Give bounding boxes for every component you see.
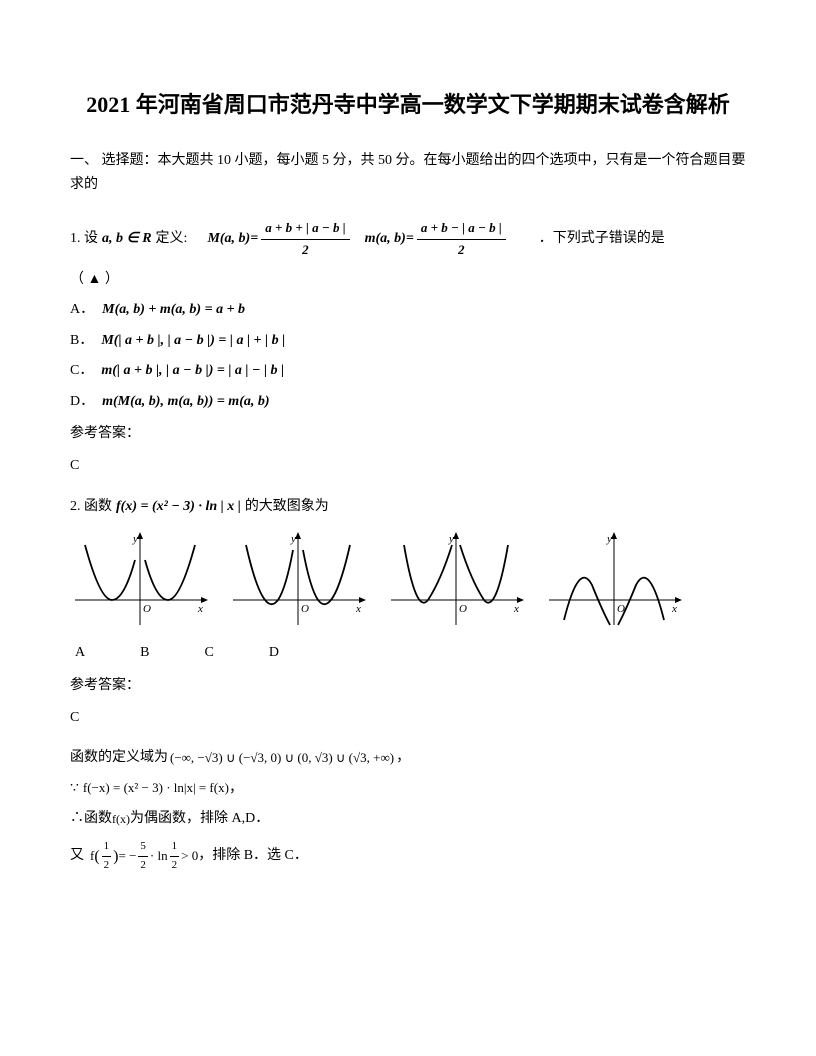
q1-prefix: 1. 设 — [70, 228, 98, 250]
frac-num: a + b − | a − b | — [417, 218, 506, 240]
q2-explain-4: 又 f ( 1 2 ) = − 5 2 · ln 1 2 > 0 ，排除 B．选… — [70, 838, 746, 874]
q1-m-label: m(a, b) — [365, 228, 406, 250]
svg-text:O: O — [143, 603, 151, 615]
frac-half: 1 2 — [102, 838, 112, 874]
option-formula: m(| a + b |, | a − b |) = | a | − | b | — [101, 360, 284, 382]
page-title: 2021 年河南省周口市范丹寺中学高一数学文下学期期末试卷含解析 — [70, 90, 746, 121]
q1-define: 定义: — [156, 228, 188, 250]
option-label: D． — [70, 391, 94, 413]
explain-text: 为偶函数，排除 A,D． — [130, 808, 269, 830]
frac-five-half: 5 2 — [138, 838, 148, 874]
option-formula: M(| a + b |, | a − b |) = | a | + | b | — [101, 330, 285, 352]
explain-text: ∵ — [70, 778, 79, 800]
label-d: D — [269, 642, 279, 664]
svg-text:O: O — [459, 603, 467, 615]
explain-dot: · ln — [150, 846, 168, 867]
q2-graph-labels: A B C D — [75, 642, 746, 664]
q1-M-frac: a + b + | a − b | 2 — [261, 218, 349, 261]
q2-prefix: 2. 函数 — [70, 496, 112, 518]
graph-d: y O x — [544, 530, 684, 630]
frac-den: 2 — [417, 240, 506, 261]
q2-graphs: y O x y O x y O x — [70, 530, 746, 630]
option-label: B． — [70, 330, 93, 352]
q2-explain-2: ∵ f(−x) = (x² − 3) · ln|x| = f(x) ， — [70, 778, 746, 800]
frac-num: a + b + | a − b | — [261, 218, 349, 240]
question-1: 1. 设 a, b ∈ R 定义: M(a, b) = a + b + | a … — [70, 218, 746, 477]
paren-open: ( — [94, 844, 99, 870]
option-label: C． — [70, 360, 93, 382]
frac-den: 2 — [261, 240, 349, 261]
section-header: 一、 选择题：本大题共 10 小题，每小题 5 分，共 50 分。在每小题给出的… — [70, 149, 746, 197]
eq: = — [250, 228, 258, 250]
q1-option-d: D． m(M(a, b), m(a, b)) = m(a, b) — [70, 391, 746, 413]
q1-option-c: C． m(| a + b |, | a − b |) = | a | − | b… — [70, 360, 746, 382]
graph-b: y O x — [228, 530, 368, 630]
frac-half-2: 1 2 — [170, 838, 180, 874]
q2-fx: f(x) = (x² − 3) · ln | x | — [116, 496, 241, 518]
svg-text:x: x — [513, 603, 519, 615]
explain-text: 函数的定义域为 — [70, 747, 168, 769]
frac-den: 2 — [170, 857, 180, 875]
option-formula: M(a, b) + m(a, b) = a + b — [102, 299, 245, 321]
explain-eq: = − — [119, 846, 137, 867]
frac-den: 2 — [102, 857, 112, 875]
label-c: C — [204, 642, 213, 664]
eq: = — [406, 228, 414, 250]
frac-num: 1 — [170, 838, 180, 857]
q1-answer-heading: 参考答案： — [70, 423, 746, 445]
q1-option-b: B． M(| a + b |, | a − b |) = | a | + | b… — [70, 330, 746, 352]
explain-text: ， — [229, 778, 243, 800]
explain-gt: > 0 — [181, 846, 198, 867]
q2-answer: C — [70, 707, 746, 729]
q1-stem: 1. 设 a, b ∈ R 定义: M(a, b) = a + b + | a … — [70, 218, 746, 261]
label-a: A — [75, 642, 85, 664]
svg-text:x: x — [671, 603, 677, 615]
explain-text: ，排除 B．选 C． — [198, 845, 308, 867]
frac-num: 1 — [102, 838, 112, 857]
q2-answer-heading: 参考答案： — [70, 675, 746, 697]
q1-paren: （ ▲ ） — [70, 269, 746, 291]
graph-a: y O x — [70, 530, 210, 630]
q2-explain-3: ∴函数 f(x) 为偶函数，排除 A,D． — [70, 808, 746, 830]
q2-suffix: 的大致图象为 — [245, 496, 329, 518]
explain-text: ∴函数 — [70, 808, 112, 830]
q2-explain-1: 函数的定义域为 (−∞, −√3) ∪ (−√3, 0) ∪ (0, √3) ∪… — [70, 747, 746, 769]
frac-den: 2 — [138, 857, 148, 875]
question-2: 2. 函数 f(x) = (x² − 3) · ln | x | 的大致图象为 … — [70, 496, 746, 875]
q2-stem: 2. 函数 f(x) = (x² − 3) · ln | x | 的大致图象为 — [70, 496, 746, 518]
frac-num: 5 — [138, 838, 148, 857]
q1-ab: a, b ∈ R — [102, 228, 152, 250]
q1-answer: C — [70, 455, 746, 477]
q1-M-label: M(a, b) — [207, 228, 250, 250]
svg-text:x: x — [197, 603, 203, 615]
svg-text:x: x — [355, 603, 361, 615]
option-label: A． — [70, 299, 94, 321]
explain-text: 又 — [70, 845, 84, 867]
explain-fx: f(x) — [112, 810, 130, 829]
explain-formula: f(−x) = (x² − 3) · ln|x| = f(x) — [83, 778, 229, 799]
explain-text: ， — [396, 747, 410, 769]
q1-suffix: ．下列式子错误的是 — [539, 228, 665, 250]
svg-text:O: O — [301, 603, 309, 615]
explain-domain: (−∞, −√3) ∪ (−√3, 0) ∪ (0, √3) ∪ (√3, +∞… — [170, 748, 394, 769]
graph-c: y O x — [386, 530, 526, 630]
q1-option-a: A． M(a, b) + m(a, b) = a + b — [70, 299, 746, 321]
label-b: B — [140, 642, 149, 664]
q1-m-frac: a + b − | a − b | 2 — [417, 218, 506, 261]
option-formula: m(M(a, b), m(a, b)) = m(a, b) — [102, 391, 269, 413]
